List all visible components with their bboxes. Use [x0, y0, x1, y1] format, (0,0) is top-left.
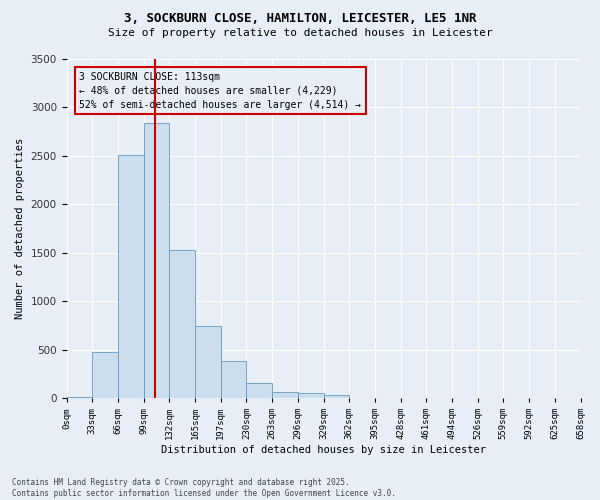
Bar	[221, 362, 247, 398]
Bar	[298, 394, 323, 398]
Y-axis label: Number of detached properties: Number of detached properties	[15, 138, 25, 319]
Bar	[195, 326, 221, 398]
Bar	[272, 392, 298, 398]
Text: 3, SOCKBURN CLOSE, HAMILTON, LEICESTER, LE5 1NR: 3, SOCKBURN CLOSE, HAMILTON, LEICESTER, …	[124, 12, 476, 26]
Bar	[92, 352, 118, 398]
Bar	[323, 396, 349, 398]
Bar	[169, 250, 195, 398]
Bar	[247, 383, 272, 398]
Text: Contains HM Land Registry data © Crown copyright and database right 2025.
Contai: Contains HM Land Registry data © Crown c…	[12, 478, 396, 498]
X-axis label: Distribution of detached houses by size in Leicester: Distribution of detached houses by size …	[161, 445, 486, 455]
Bar	[143, 123, 169, 398]
Text: 3 SOCKBURN CLOSE: 113sqm
← 48% of detached houses are smaller (4,229)
52% of sem: 3 SOCKBURN CLOSE: 113sqm ← 48% of detach…	[79, 72, 361, 110]
Text: Size of property relative to detached houses in Leicester: Size of property relative to detached ho…	[107, 28, 493, 38]
Bar	[67, 397, 92, 398]
Bar	[118, 155, 143, 398]
